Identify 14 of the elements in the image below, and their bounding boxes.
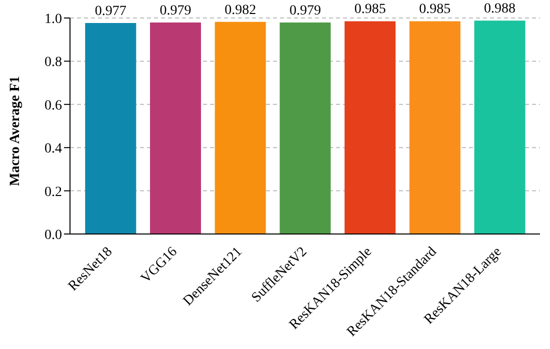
data-label: 0.985 (419, 2, 451, 18)
data-label: 0.988 (484, 2, 516, 17)
data-label: 0.982 (224, 2, 256, 18)
y-tick-label: 0.2 (44, 184, 62, 200)
y-tick-label: 1.0 (44, 12, 62, 27)
data-label: 0.977 (94, 4, 126, 19)
data-label: 0.985 (354, 2, 386, 18)
y-tick-label: 0.0 (44, 228, 62, 243)
data-label: 0.979 (289, 4, 321, 19)
y-tick-label: 0.8 (44, 55, 62, 70)
data-label: 0.979 (160, 4, 192, 19)
y-axis-title: Macro Average F1 (8, 76, 23, 186)
y-tick-label: 0.6 (44, 98, 62, 114)
y-tick-label: 0.4 (44, 142, 62, 157)
